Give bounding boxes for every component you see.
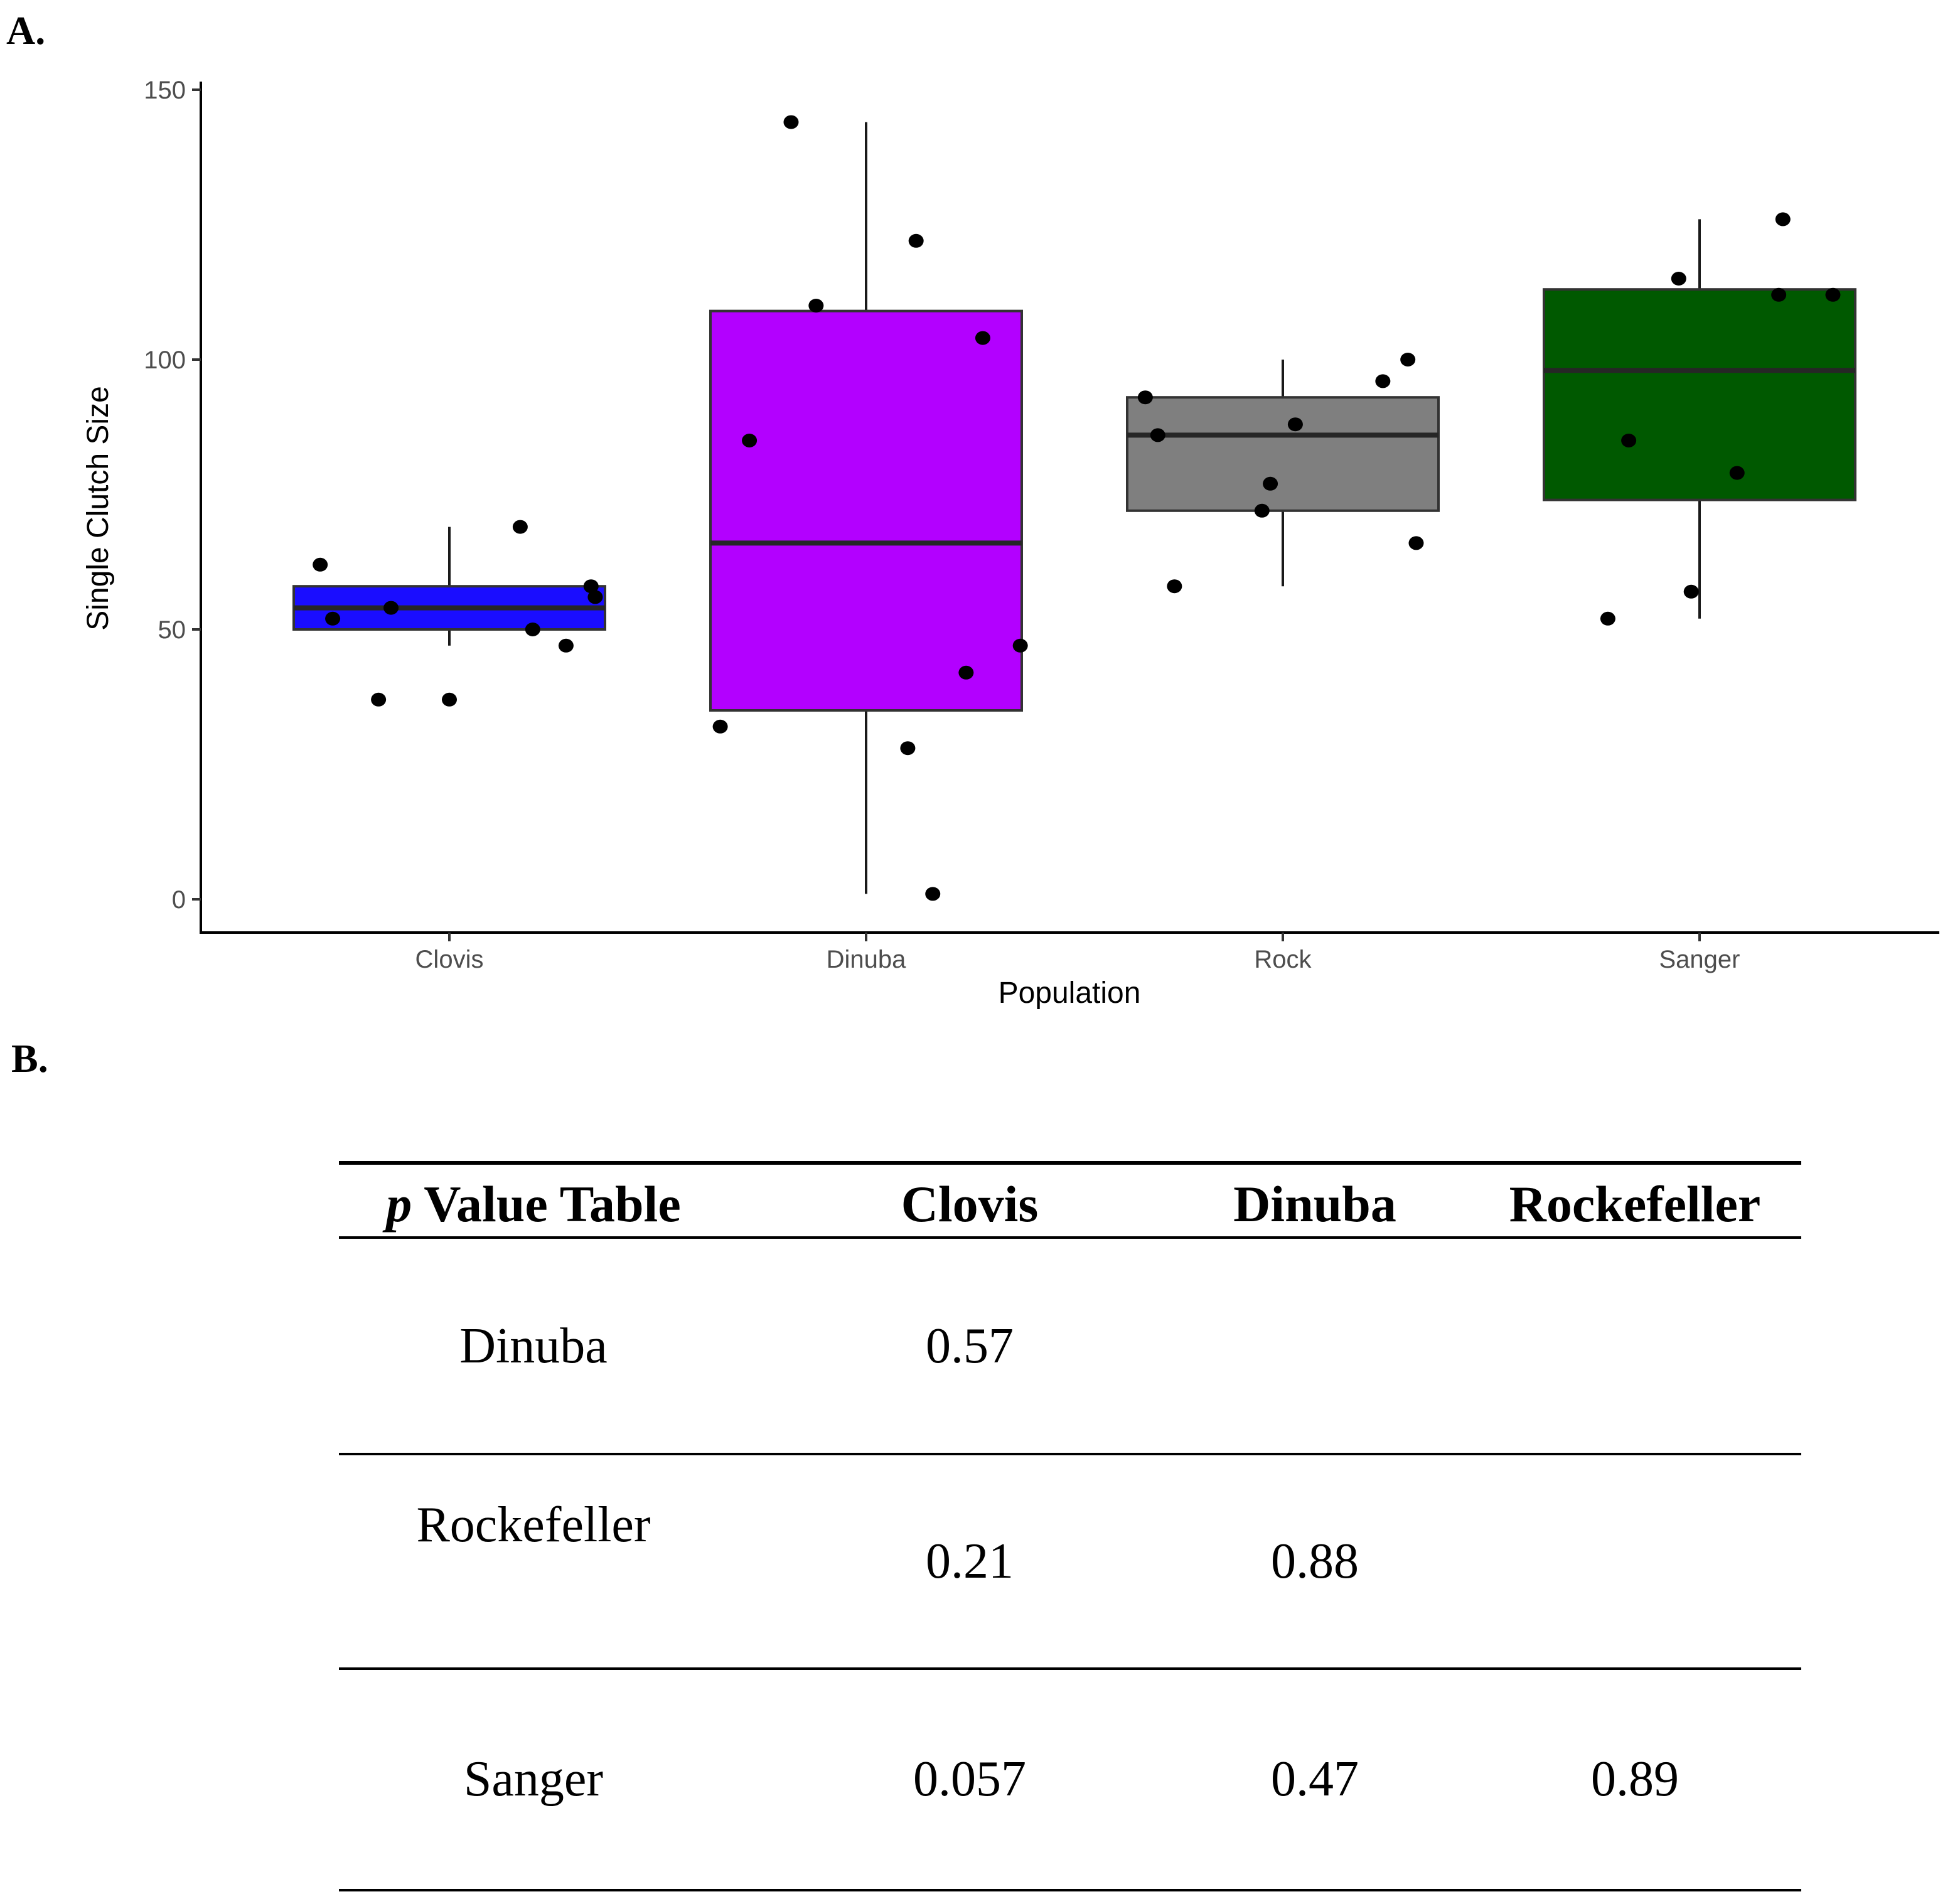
table-cell: 0.88 bbox=[1271, 1534, 1359, 1589]
data-point bbox=[1137, 390, 1153, 405]
data-point bbox=[442, 692, 457, 707]
data-point bbox=[1408, 536, 1424, 550]
data-point bbox=[1825, 287, 1841, 302]
box-layer bbox=[292, 122, 1856, 894]
table-row-rule bbox=[339, 1667, 1801, 1670]
data-point bbox=[975, 331, 990, 345]
table-header-rule bbox=[339, 1236, 1801, 1239]
y-tick-label: 100 bbox=[144, 346, 186, 374]
data-point bbox=[925, 887, 941, 901]
table-cell: 0.57 bbox=[926, 1318, 1014, 1374]
data-point bbox=[371, 692, 387, 707]
data-point bbox=[325, 611, 341, 626]
table-cell: 0.89 bbox=[1591, 1752, 1679, 1807]
x-tick-label: Clovis bbox=[415, 946, 484, 973]
data-point bbox=[1287, 417, 1303, 432]
data-point bbox=[908, 233, 924, 248]
table-header-title: p Value Table bbox=[339, 1175, 728, 1234]
data-point bbox=[1150, 428, 1165, 442]
data-point bbox=[1600, 611, 1615, 626]
y-tick-label: 0 bbox=[172, 886, 186, 914]
data-point bbox=[1621, 434, 1637, 447]
data-point bbox=[1012, 638, 1028, 653]
header-title-text: Value Table bbox=[412, 1175, 681, 1233]
column-header: Clovis bbox=[901, 1175, 1039, 1233]
data-point bbox=[1254, 503, 1270, 518]
data-point bbox=[783, 115, 799, 129]
x-tick-label: Rock bbox=[1254, 946, 1312, 973]
table-top-rule bbox=[339, 1161, 1801, 1165]
data-point bbox=[958, 665, 974, 680]
data-point bbox=[1771, 287, 1787, 302]
data-point bbox=[1400, 353, 1416, 366]
data-point bbox=[587, 590, 603, 604]
y-axis-title: Single Clutch Size bbox=[82, 386, 115, 631]
data-point bbox=[1167, 579, 1182, 594]
data-point bbox=[525, 623, 540, 636]
box-dinuba bbox=[709, 309, 1023, 712]
box-rock bbox=[1126, 396, 1440, 512]
x-tick-label: Sanger bbox=[1659, 946, 1740, 973]
x-axis-title: Population bbox=[999, 976, 1141, 1010]
row-label: Rockefeller bbox=[416, 1497, 651, 1553]
data-point bbox=[313, 557, 328, 572]
table-row-rule bbox=[339, 1453, 1801, 1455]
y-tick-label: 50 bbox=[158, 616, 186, 644]
column-header: Rockefeller bbox=[1509, 1175, 1761, 1233]
header-p-symbol: p bbox=[386, 1175, 412, 1233]
row-label: Dinuba bbox=[459, 1318, 608, 1374]
data-point bbox=[1263, 476, 1278, 491]
table-bottom-rule bbox=[339, 1889, 1801, 1891]
point-layer bbox=[313, 115, 1841, 901]
panel-b-label: B. bbox=[11, 1036, 48, 1081]
table-cell: 0.057 bbox=[913, 1752, 1026, 1807]
data-point bbox=[742, 434, 758, 447]
table-cell: 0.47 bbox=[1271, 1752, 1359, 1807]
boxplot-chart: 0 50 100 150 Clovis Dinuba Rock Sanger Single C… bbox=[82, 77, 1939, 1010]
y-tick-label: 150 bbox=[144, 77, 186, 104]
data-point bbox=[808, 299, 824, 313]
data-point bbox=[512, 520, 528, 534]
data-point bbox=[1671, 272, 1686, 286]
column-header: Dinuba bbox=[1233, 1175, 1396, 1233]
data-point bbox=[558, 638, 574, 653]
row-label: Sanger bbox=[463, 1752, 604, 1807]
table-cell: 0.21 bbox=[926, 1534, 1014, 1589]
box-sanger bbox=[1543, 288, 1856, 501]
x-tick-label: Dinuba bbox=[827, 946, 907, 973]
data-point bbox=[712, 719, 728, 734]
data-point bbox=[583, 579, 599, 594]
panel-a-label: A. bbox=[6, 8, 46, 53]
data-point bbox=[1375, 374, 1391, 388]
axes-layer: 0 50 100 150 Clovis Dinuba Rock Sanger bbox=[144, 77, 1939, 973]
data-point bbox=[1729, 466, 1745, 480]
data-point bbox=[900, 741, 916, 756]
data-point bbox=[1775, 212, 1791, 227]
data-point bbox=[383, 601, 399, 615]
data-point bbox=[1683, 584, 1699, 599]
